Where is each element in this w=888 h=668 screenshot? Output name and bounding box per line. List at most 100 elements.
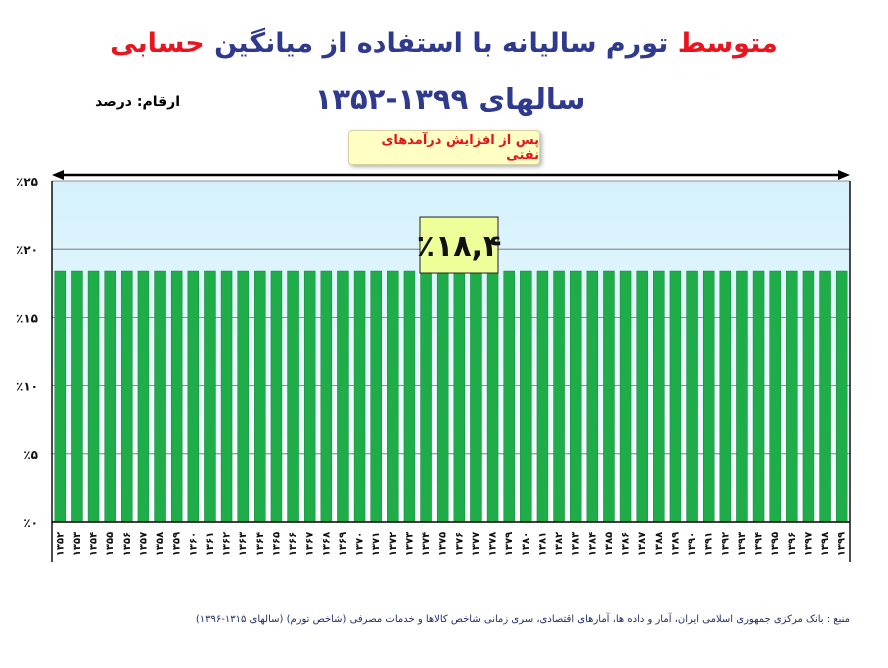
x-tick-label: ۱۳۵۵ xyxy=(105,532,116,556)
bar-0 xyxy=(54,270,67,523)
x-tick-label: ۱۳۸۲ xyxy=(554,532,565,556)
x-tick-label: ۱۳۹۶ xyxy=(787,532,798,556)
bar-21 xyxy=(403,270,416,523)
bar-8 xyxy=(187,270,200,523)
bar-chart: ٪۰٪۵٪۱۰٪۱۵٪۲۰٪۲۵ ۱۳۵۲ ۱۳۵۳ ۱۳۵۴ ۱۳۵۵ ۱۳۵۶ ۱۳۵… xyxy=(16,170,851,562)
x-tick-label: ۱۳۵۴ xyxy=(89,532,100,556)
x-tick-label: ۱۳۶۷ xyxy=(305,532,316,556)
x-tick-label: ۱۳۸۳ xyxy=(571,532,582,556)
bar-12 xyxy=(254,270,266,523)
x-tick-label: ۱۳۸۸ xyxy=(654,532,665,556)
bar-13 xyxy=(270,270,283,523)
bar-9 xyxy=(204,270,216,523)
x-tick-label: ۱۳۷۲ xyxy=(388,532,399,556)
bar-45 xyxy=(802,270,815,523)
x-tick-label: ۱۳۵۹ xyxy=(172,532,183,556)
bar-25 xyxy=(470,270,482,523)
x-tick-label: ۱۳۷۱ xyxy=(371,532,382,556)
bar-41 xyxy=(736,270,748,523)
title-red-part-2: حسابی xyxy=(110,28,205,59)
x-tick-label: ۱۳۹۰ xyxy=(687,532,698,556)
x-tick-label: ۱۳۹۷ xyxy=(803,532,814,556)
y-tick-label: ٪۰ xyxy=(23,516,38,530)
x-tick-label: ۱۳۹۱ xyxy=(704,532,715,556)
bar-36 xyxy=(653,270,665,523)
bar-22 xyxy=(420,270,432,523)
bar-1 xyxy=(71,270,83,523)
bar-20 xyxy=(387,270,399,523)
bar-6 xyxy=(154,270,166,523)
x-tick-label: ۱۳۶۵ xyxy=(271,532,282,556)
x-tick-label: ۱۳۵۸ xyxy=(155,532,166,556)
bar-42 xyxy=(752,270,765,523)
x-tick-label: ۱۳۹۵ xyxy=(770,532,781,556)
bar-23 xyxy=(436,270,449,523)
bar-34 xyxy=(619,270,632,523)
x-tick-label: ۱۳۹۸ xyxy=(820,532,831,556)
bar-5 xyxy=(137,270,150,523)
bars xyxy=(54,270,848,523)
bar-27 xyxy=(503,270,515,523)
x-tick-label: ۱۳۷۵ xyxy=(438,532,449,556)
bar-40 xyxy=(719,270,732,523)
units-label: ارقام: درصد xyxy=(95,94,180,110)
bar-26 xyxy=(486,270,499,523)
value-callout: ٪۱۸,۴ xyxy=(417,216,502,274)
x-tick-label: ۱۳۶۸ xyxy=(321,532,332,556)
x-tick-label: ۱۳۶۲ xyxy=(222,532,233,556)
x-tick-label: ۱۳۷۳ xyxy=(404,532,415,556)
x-tick-label: ۱۳۹۹ xyxy=(837,532,848,556)
x-tick-label: ۱۳۵۷ xyxy=(138,532,149,556)
y-tick-label: ٪۱۰ xyxy=(16,380,38,394)
bar-28 xyxy=(520,270,532,523)
arrow-head-left xyxy=(52,170,64,180)
x-tick-label: ۱۳۷۶ xyxy=(454,532,465,556)
bar-43 xyxy=(769,270,781,523)
bar-31 xyxy=(569,270,582,523)
x-tick-label: ۱۳۸۱ xyxy=(537,532,548,556)
x-tick-label: ۱۳۸۷ xyxy=(637,532,648,556)
bar-35 xyxy=(636,270,648,523)
value-callout-label: ٪۱۸,۴ xyxy=(417,229,502,264)
x-tick-label: ۱۳۹۳ xyxy=(737,532,748,556)
y-tick-label: ٪۲۵ xyxy=(16,175,38,189)
x-tick-label: ۱۳۸۰ xyxy=(521,532,532,556)
bar-46 xyxy=(819,270,831,523)
bar-32 xyxy=(586,270,599,523)
x-tick-label: ۱۳۸۵ xyxy=(604,532,615,556)
bar-3 xyxy=(104,270,116,523)
x-tick-label: ۱۳۷۷ xyxy=(471,532,482,556)
bar-39 xyxy=(702,270,715,523)
x-tick-label: ۱۳۵۳ xyxy=(72,532,83,556)
x-tick-label: ۱۳۸۶ xyxy=(621,532,632,556)
period-arrow xyxy=(52,170,850,180)
x-tick-label: ۱۳۹۲ xyxy=(720,532,731,556)
y-axis-labels: ٪۰ ٪۵ ٪۱۰ ٪۱۵ ٪۲۰ ٪۲۵ xyxy=(16,175,38,530)
x-tick-label: ۱۳۷۹ xyxy=(504,532,515,556)
x-tick-label: ۱۳۵۶ xyxy=(122,532,133,556)
y-tick-label: ٪۵ xyxy=(23,448,38,462)
bar-10 xyxy=(220,270,233,523)
bar-33 xyxy=(603,270,615,523)
bar-15 xyxy=(303,270,316,523)
bar-18 xyxy=(353,270,366,523)
y-tick-label: ٪۱۵ xyxy=(16,311,38,325)
x-tick-label: ۱۳۷۸ xyxy=(488,532,499,556)
oil-revenue-badge: پس از افزایش درآمدهای نفتی xyxy=(348,130,540,165)
x-tick-label: ۱۳۶۱ xyxy=(205,532,216,556)
bar-2 xyxy=(87,270,100,523)
bar-11 xyxy=(237,270,249,523)
bar-16 xyxy=(320,270,333,523)
badge-label: پس از افزایش درآمدهای نفتی xyxy=(381,132,539,163)
x-tick-label: ۱۳۹۴ xyxy=(754,532,765,556)
source-note: منبع : بانک مرکزی جمهوری اسلامی ایران، آ… xyxy=(195,614,850,625)
bar-37 xyxy=(669,270,682,523)
bar-7 xyxy=(170,270,183,523)
x-tick-label: ۱۳۶۳ xyxy=(238,532,249,556)
bar-29 xyxy=(536,270,549,523)
x-tick-label: ۱۳۷۴ xyxy=(421,532,432,556)
bar-19 xyxy=(370,270,382,523)
axes xyxy=(51,181,851,562)
x-tick-label: ۱۳۶۴ xyxy=(255,532,266,556)
x-axis-labels: ۱۳۵۲ ۱۳۵۳ ۱۳۵۴ ۱۳۵۵ ۱۳۵۶ ۱۳۵۷ ۱۳۵۸ ۱۳۵۹ ۱۳۶۰ ۱۳۶۱… xyxy=(55,532,847,556)
